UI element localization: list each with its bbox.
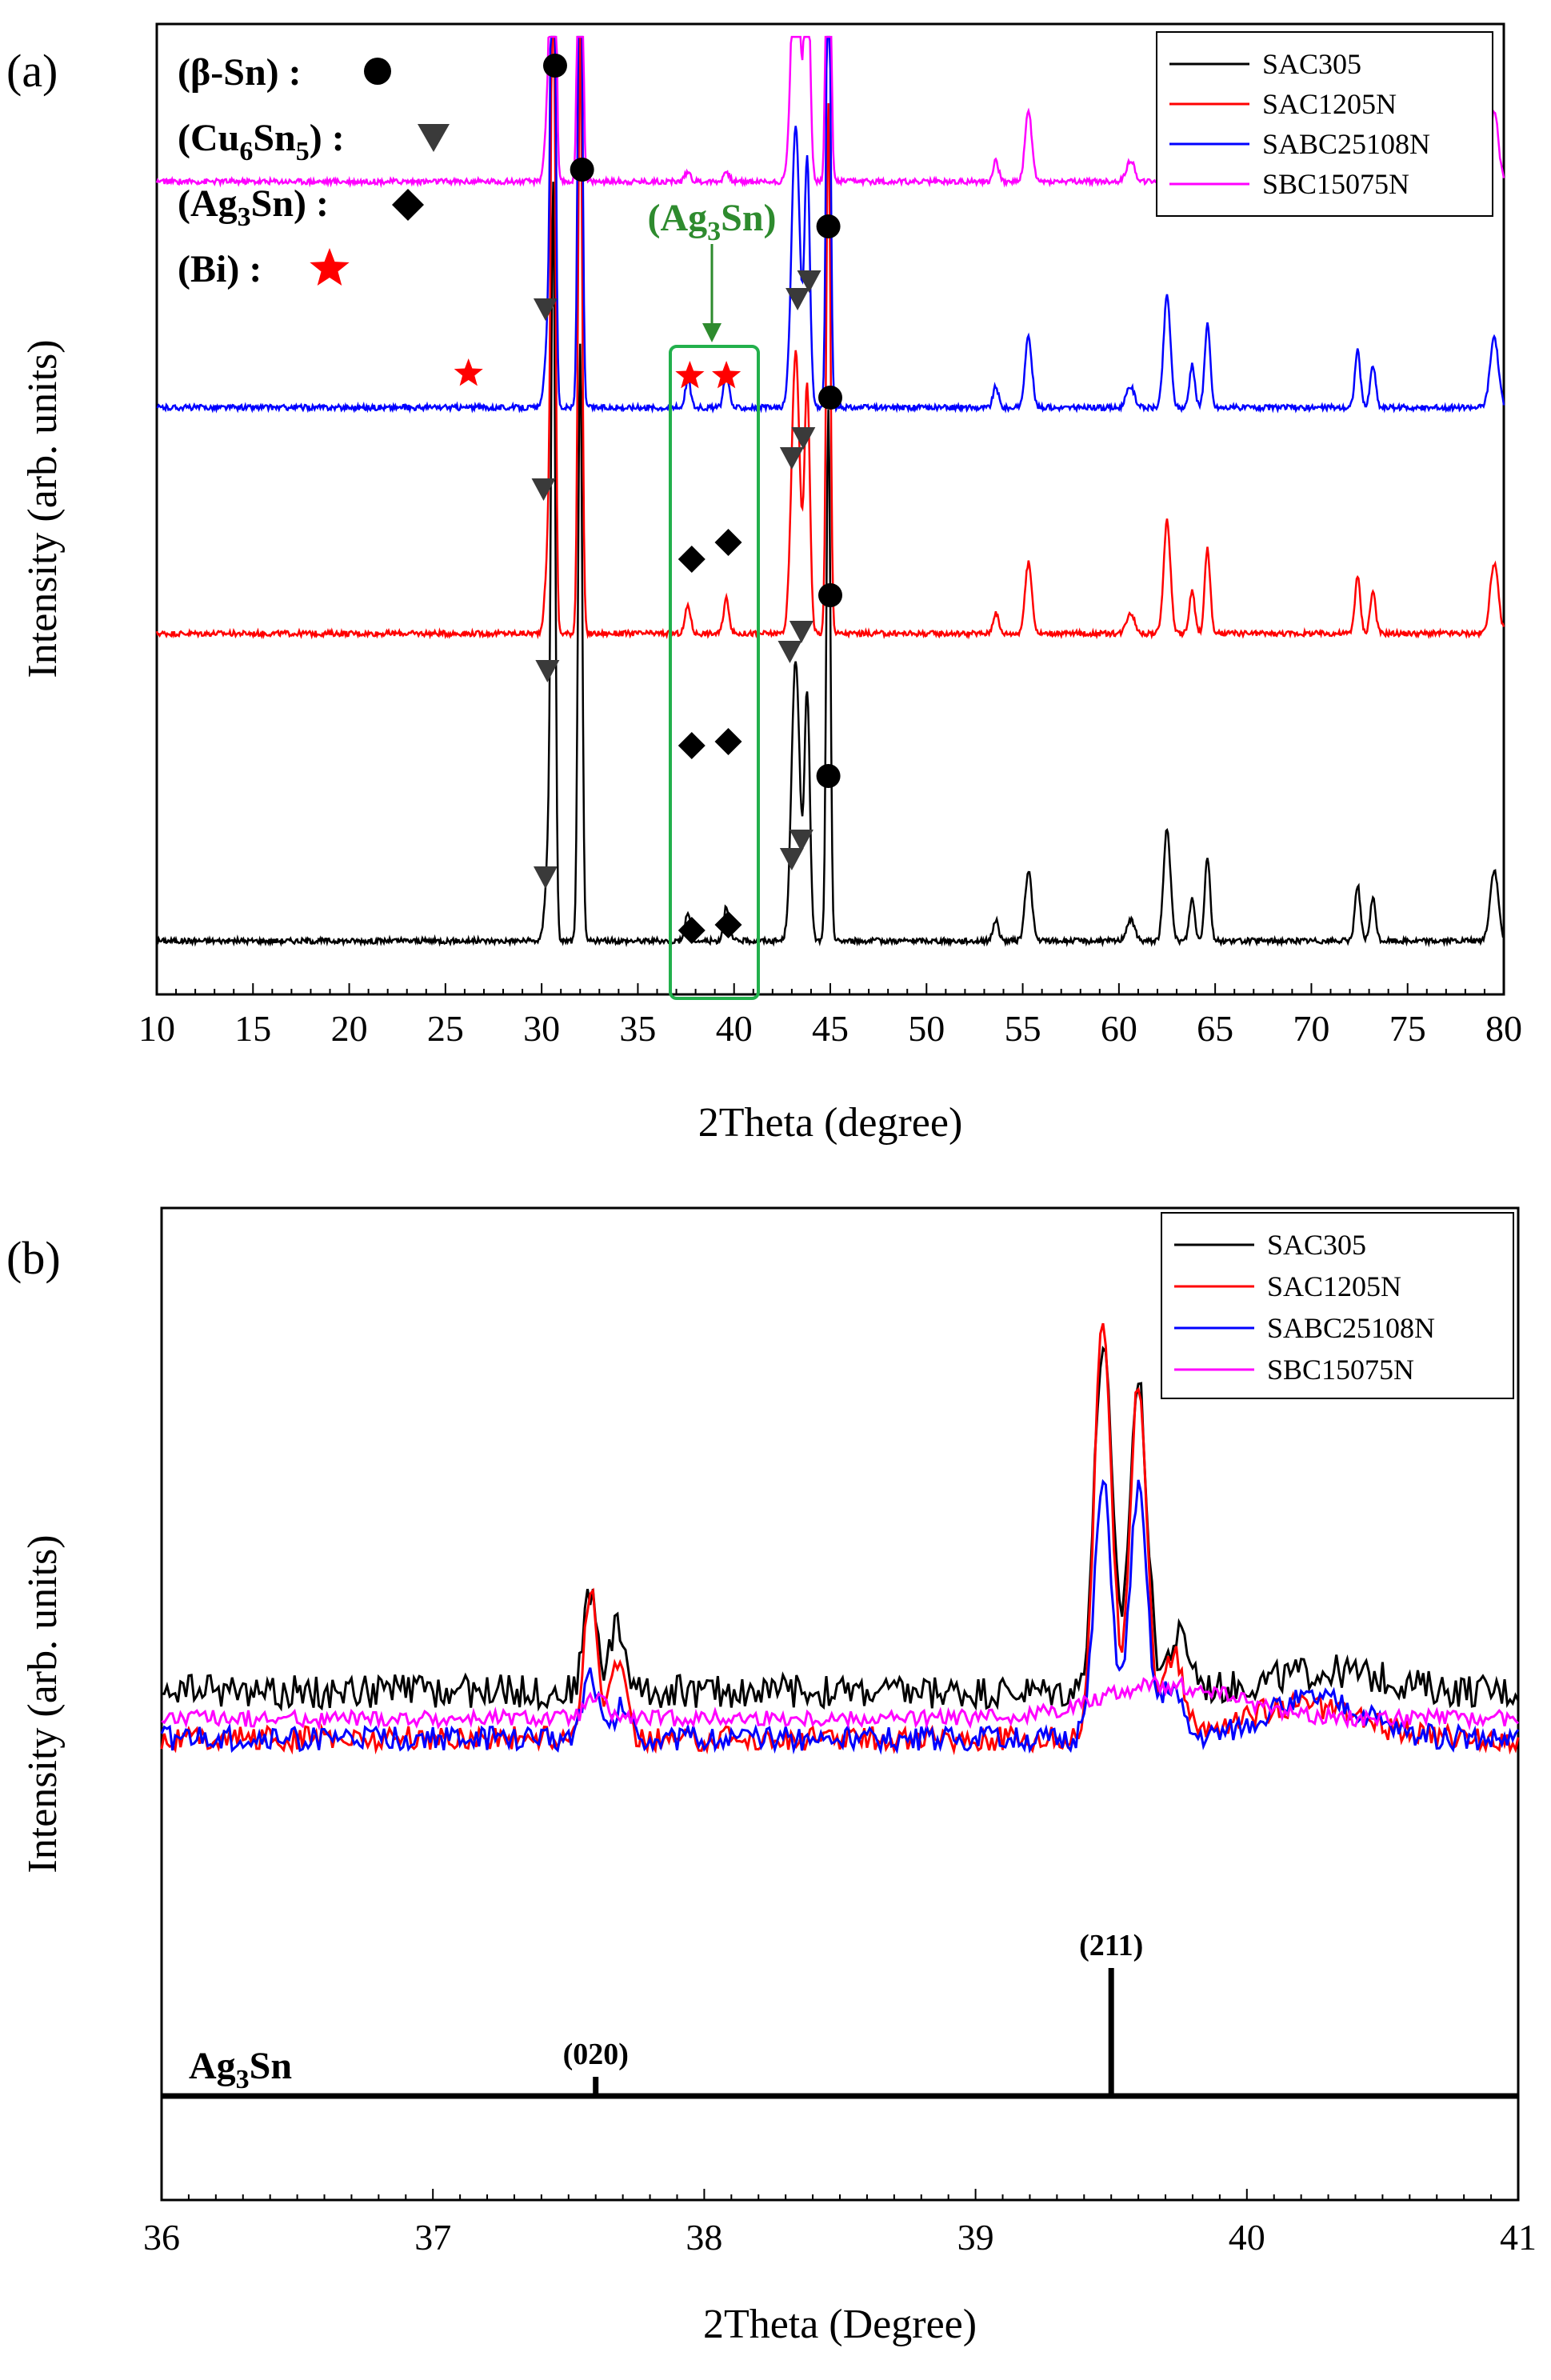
panel-b-tick-label: 37 xyxy=(414,2217,451,2258)
series-a-sac1205n xyxy=(155,35,1505,640)
legend-a-label-sac305: SAC305 xyxy=(1262,48,1361,80)
panel-a-x-axis-title: 2Theta (degree) xyxy=(698,1100,963,1146)
panel-a-tick-label: 25 xyxy=(427,1008,464,1049)
legend-b-label-sac1205n: SAC1205N xyxy=(1267,1270,1401,1302)
bi-marker xyxy=(454,358,483,386)
legend-a-label-sabc25108n: SABC25108N xyxy=(1262,128,1430,160)
cu6sn5-marker xyxy=(533,866,558,889)
bi-marker xyxy=(675,361,705,389)
beta-sn-marker xyxy=(570,158,594,182)
legend-b-label-sabc25108n: SABC25108N xyxy=(1267,1312,1435,1344)
panel-a-tick-label: 65 xyxy=(1197,1008,1233,1049)
ag3sn-marker xyxy=(678,732,706,759)
ag3sn-marker xyxy=(714,529,742,556)
series-b-sac1205n xyxy=(160,1322,1520,1756)
panel-a-tick-label: 45 xyxy=(812,1008,849,1049)
series-b-sac305 xyxy=(161,1346,1520,1712)
panel-a-tick-label: 70 xyxy=(1293,1008,1329,1049)
panel-a-legend-box xyxy=(1156,31,1493,217)
panel-b-series-legend: SAC305 SAC1205N SABC25108N SBC15075N xyxy=(1161,1212,1514,1399)
panel-a-letter: (a) xyxy=(6,45,58,97)
panel-a-tick-label: 40 xyxy=(716,1008,753,1049)
phase-legend-cu6sn5: (Cu6Sn5) : xyxy=(178,117,345,166)
cu6sn5-marker xyxy=(535,660,560,682)
panel-a-tick-label: 15 xyxy=(234,1008,271,1049)
cu6sn5-marker xyxy=(779,447,804,470)
phase-legend-bi: (Bi) : xyxy=(178,248,262,290)
cu6sn5-marker xyxy=(797,270,821,293)
phase-legend-diamond-marker xyxy=(392,189,424,221)
beta-sn-marker xyxy=(818,386,842,410)
panel-b: (b) Ag3Sn (020) (211) 36 37 38 39 40 41 2Theta… xyxy=(6,1206,1537,2347)
panel-a-tick-label: 35 xyxy=(619,1008,656,1049)
reference-phase-label: Ag3Sn xyxy=(189,2045,292,2094)
legend-a-label-sac1205n: SAC1205N xyxy=(1262,88,1397,120)
cu6sn5-marker xyxy=(785,288,810,310)
panel-b-tick-label: 38 xyxy=(686,2217,722,2258)
panel-a-tick-label: 20 xyxy=(331,1008,368,1049)
panel-b-x-ticks: 36 37 38 39 40 41 xyxy=(143,2189,1537,2258)
phase-legend-ag3sn: (Ag3Sn) : xyxy=(178,182,329,232)
ag3sn-marker xyxy=(678,917,706,944)
panel-b-y-axis-title: Intensity (arb. units) xyxy=(20,1534,66,1873)
beta-sn-marker xyxy=(816,214,841,238)
series-b-sbc15075n xyxy=(161,1674,1520,1731)
panel-b-tick-label: 41 xyxy=(1500,2217,1537,2258)
ag3sn-highlight-label: (Ag3Sn) xyxy=(647,197,776,246)
reference-hkl--020-: (020) xyxy=(563,2038,629,2071)
cu6sn5-marker xyxy=(777,641,802,663)
beta-sn-marker xyxy=(816,764,841,788)
legend-b-label-sbc15075n: SBC15075N xyxy=(1267,1354,1414,1386)
panel-a-tick-label: 55 xyxy=(1005,1008,1041,1049)
panel-a-tick-label: 60 xyxy=(1101,1008,1137,1049)
reference-hkl--211-: (211) xyxy=(1079,1929,1143,1962)
panel-b-letter: (b) xyxy=(6,1232,61,1284)
panel-a-series-legend: SAC305 SAC1205N SABC25108N SBC15075N xyxy=(1156,31,1493,217)
legend-a-label-sbc15075n: SBC15075N xyxy=(1262,168,1409,200)
ag3sn-highlight-box xyxy=(669,345,760,1000)
series-b-sabc25108n xyxy=(160,1478,1520,1755)
panel-b-tick-label: 39 xyxy=(957,2217,994,2258)
panel-a-tick-label: 80 xyxy=(1485,1008,1522,1049)
legend-b-label-sac305: SAC305 xyxy=(1267,1229,1366,1261)
panel-b-tick-label: 36 xyxy=(143,2217,180,2258)
panel-a-phase-legend: (β-Sn) : (Cu6Sn5) : (Ag3Sn) : (Bi) : xyxy=(178,51,450,290)
beta-sn-marker xyxy=(542,54,567,78)
beta-sn-marker xyxy=(818,583,842,607)
phase-legend-circle-marker xyxy=(364,58,391,85)
cu6sn5-marker xyxy=(533,298,558,321)
panel-a-x-ticks: 10 15 20 25 30 35 40 45 50 55 60 65 70 75 80 xyxy=(138,983,1522,1049)
panel-a-tick-label: 30 xyxy=(523,1008,560,1049)
cu6sn5-marker xyxy=(531,478,556,501)
ag3sn-arrow-head xyxy=(702,323,722,342)
panel-b-reference-pattern: Ag3Sn (020) (211) xyxy=(162,1929,1518,2099)
cu6sn5-marker xyxy=(779,848,804,870)
panel-b-series-group xyxy=(160,1322,1520,1756)
panel-b-tick-label: 40 xyxy=(1229,2217,1265,2258)
series-a-sabc25108n xyxy=(156,35,1505,414)
ag3sn-highlight: (Ag3Sn) xyxy=(647,197,777,1000)
phase-legend-triangle-marker xyxy=(418,124,450,152)
panel-a-tick-label: 75 xyxy=(1389,1008,1426,1049)
panel-a-y-axis-title: Intensity (arb. units) xyxy=(20,339,66,678)
bi-star-shape xyxy=(310,248,350,286)
phase-legend-star-marker xyxy=(310,248,350,286)
ag3sn-marker xyxy=(714,911,742,938)
panel-a-tick-label: 10 xyxy=(138,1008,175,1049)
phase-legend-beta-sn: (β-Sn) : xyxy=(178,51,302,94)
cu6sn5-marker xyxy=(789,830,813,852)
ag3sn-marker xyxy=(678,546,706,573)
ag3sn-marker xyxy=(714,728,742,755)
panel-a: (a) 10 15 20 25 30 35 40 45 50 55 60 65 70 75 80 2Thet… xyxy=(6,22,1522,1146)
cu6sn5-marker xyxy=(791,427,816,450)
panel-a-peak-markers xyxy=(454,54,842,944)
panel-b-x-axis-title: 2Theta (Degree) xyxy=(703,2302,977,2347)
bi-marker xyxy=(712,361,742,389)
cu6sn5-marker xyxy=(789,621,813,643)
panel-a-tick-label: 50 xyxy=(908,1008,945,1049)
